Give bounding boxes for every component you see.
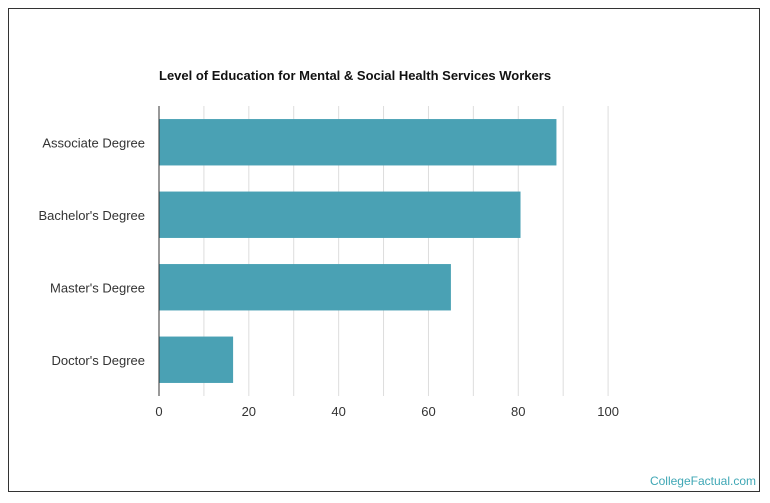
bar-bachelor-s-degree[interactable] bbox=[159, 191, 521, 238]
chart-title: Level of Education for Mental & Social H… bbox=[159, 68, 551, 83]
bar-associate-degree[interactable] bbox=[159, 119, 557, 166]
category-labels: Associate Degree Bachelor's Degree Master'… bbox=[38, 135, 145, 368]
tick-labels: 0 20 40 60 80 100 bbox=[155, 404, 619, 419]
x-tick-label: 20 bbox=[242, 404, 256, 419]
bar-doctor-s-degree[interactable] bbox=[159, 336, 234, 383]
x-tick-label: 0 bbox=[155, 404, 162, 419]
x-tick-label: 100 bbox=[597, 404, 619, 419]
category-label: Master's Degree bbox=[50, 280, 145, 295]
bars bbox=[159, 119, 557, 383]
x-tick-label: 80 bbox=[511, 404, 525, 419]
category-label: Doctor's Degree bbox=[51, 353, 145, 368]
bar-master-s-degree[interactable] bbox=[159, 264, 451, 311]
x-tick-label: 60 bbox=[421, 404, 435, 419]
brand-watermark[interactable]: CollegeFactual.com bbox=[649, 474, 756, 488]
category-label: Bachelor's Degree bbox=[38, 208, 145, 223]
x-tick-label: 40 bbox=[331, 404, 345, 419]
category-label: Associate Degree bbox=[42, 135, 145, 150]
